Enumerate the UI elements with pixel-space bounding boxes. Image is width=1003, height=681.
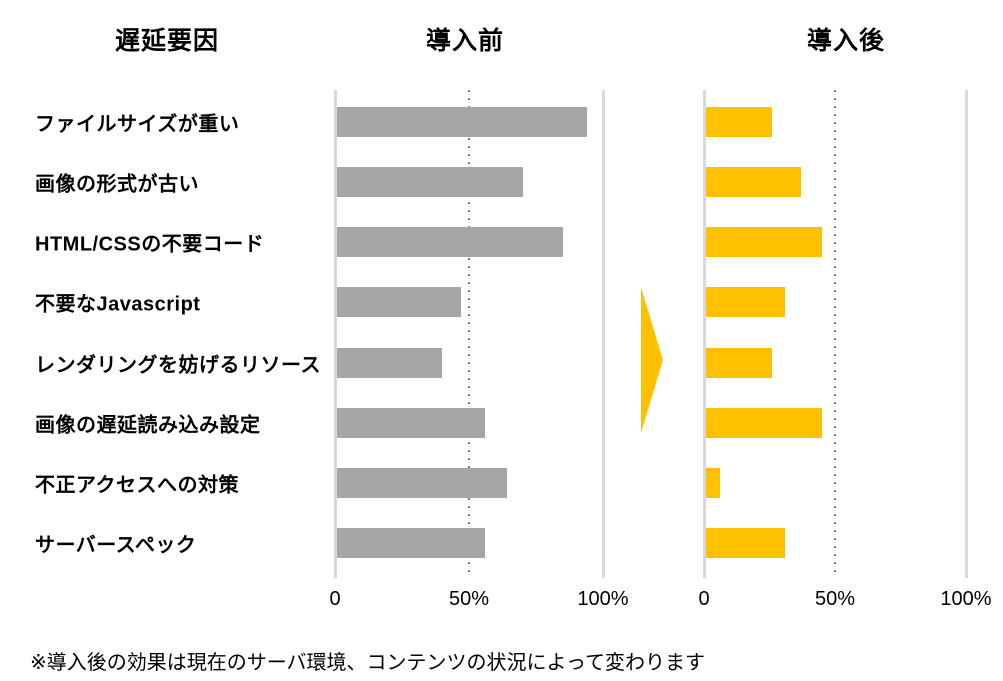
before-bar xyxy=(336,227,563,258)
before-bar xyxy=(336,467,507,498)
category-label: 画像の遅延読み込み設定 xyxy=(35,414,261,437)
category-label: 不要なJavascript xyxy=(35,293,201,316)
before-bar xyxy=(336,107,587,138)
axis-line-max xyxy=(964,90,968,578)
category-label: HTML/CSSの不要コード xyxy=(35,233,265,256)
x-tick-label: 100% xyxy=(940,588,992,610)
right-arrow-icon xyxy=(641,287,663,433)
after-bar xyxy=(705,467,720,498)
column-header-factors: 遅延要因 xyxy=(114,27,220,55)
before-bar xyxy=(336,527,486,558)
before-bar xyxy=(336,347,443,378)
column-header-before: 導入前 xyxy=(425,27,505,55)
column-header-after: 導入後 xyxy=(806,27,886,55)
category-label: レンダリングを妨げるリソース xyxy=(35,354,321,377)
x-tick-label: 0 xyxy=(329,588,341,610)
after-bar xyxy=(705,407,822,438)
x-tick-label: 50% xyxy=(814,588,856,610)
category-label: サーバースペック xyxy=(35,534,197,557)
axis-line-zero xyxy=(702,90,706,578)
x-tick-label: 50% xyxy=(448,588,490,610)
gridline-50pct xyxy=(834,90,836,578)
after-bar xyxy=(705,347,773,378)
axis-line-max xyxy=(601,90,605,578)
category-label: ファイルサイズが重い xyxy=(35,113,240,136)
after-bar xyxy=(705,107,773,138)
before-bar xyxy=(336,407,486,438)
axis-line-zero xyxy=(333,90,337,578)
after-bar xyxy=(705,227,822,258)
before-bar xyxy=(336,167,523,198)
category-label: 画像の形式が古い xyxy=(35,173,199,196)
category-label: 不正アクセスへの対策 xyxy=(35,474,239,497)
footnote: ※導入後の効果は現在のサーバ環境、コンテンツの状況によって変わります xyxy=(30,652,705,674)
after-bar xyxy=(705,167,801,198)
gridline-50pct xyxy=(468,90,470,578)
before-bar xyxy=(336,287,461,318)
after-bar xyxy=(705,527,786,558)
x-tick-label: 0 xyxy=(698,588,710,610)
x-tick-label: 100% xyxy=(577,588,629,610)
after-bar xyxy=(705,287,786,318)
